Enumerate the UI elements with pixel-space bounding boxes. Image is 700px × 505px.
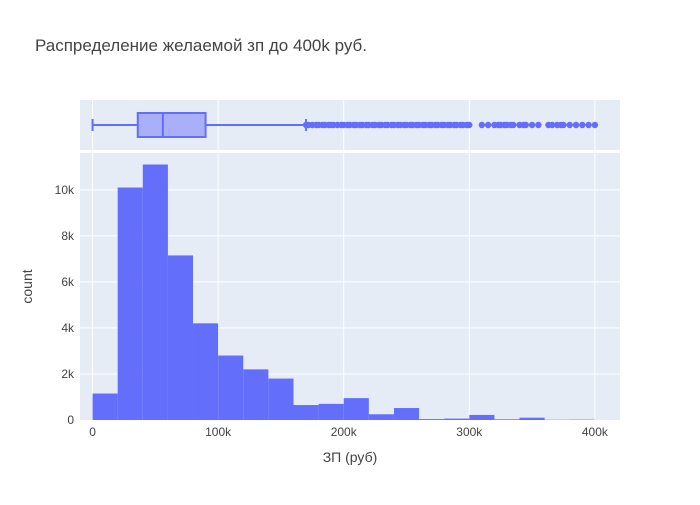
box-outlier-point bbox=[535, 122, 541, 128]
histogram-bar bbox=[394, 408, 419, 420]
y-axis-label: count bbox=[19, 269, 35, 303]
histogram-bar bbox=[494, 419, 519, 420]
histogram-bar bbox=[243, 369, 268, 420]
x-tick-label: 200k bbox=[331, 425, 358, 439]
box-iqr bbox=[138, 113, 206, 137]
histogram-bar bbox=[444, 419, 469, 420]
x-axis-label: ЗП (руб) bbox=[323, 449, 378, 465]
x-tick-label: 400k bbox=[582, 425, 609, 439]
box-outlier-point bbox=[466, 122, 472, 128]
histogram-bar bbox=[118, 188, 143, 420]
box-outlier-point bbox=[573, 122, 579, 128]
histogram-bar bbox=[93, 394, 118, 420]
histogram-bar bbox=[469, 415, 494, 420]
x-tick-label: 100k bbox=[205, 425, 232, 439]
box-outlier-point bbox=[592, 122, 598, 128]
histogram-bar bbox=[268, 379, 293, 420]
box-outlier-point bbox=[579, 122, 585, 128]
histogram-bar bbox=[369, 414, 394, 420]
histogram-bar bbox=[344, 398, 369, 420]
y-tick-label: 6k bbox=[61, 275, 75, 289]
box-outlier-point bbox=[479, 122, 485, 128]
histogram-bar bbox=[193, 323, 218, 420]
histogram-bar bbox=[293, 405, 318, 420]
box-outlier-point bbox=[560, 122, 566, 128]
y-tick-label: 0 bbox=[67, 413, 74, 427]
y-tick-label: 4k bbox=[61, 321, 75, 335]
box-outlier-point bbox=[485, 122, 491, 128]
x-tick-label: 0 bbox=[89, 425, 96, 439]
box-outlier-point bbox=[585, 122, 591, 128]
histogram-bar bbox=[520, 418, 545, 420]
box-outlier-point bbox=[523, 122, 529, 128]
box-outlier-point bbox=[529, 122, 535, 128]
histogram-bar bbox=[419, 419, 444, 420]
histogram-bar bbox=[218, 356, 243, 420]
y-tick-label: 10k bbox=[55, 183, 75, 197]
y-tick-label: 2k bbox=[61, 367, 75, 381]
x-tick-label: 300k bbox=[456, 425, 483, 439]
histogram-bar bbox=[319, 404, 344, 420]
y-tick-label: 8k bbox=[61, 229, 75, 243]
box-outlier-point bbox=[567, 122, 573, 128]
chart-title: Распределение желаемой зп до 400k руб. bbox=[35, 36, 367, 55]
box-outlier-point bbox=[510, 122, 516, 128]
histogram-bar bbox=[143, 165, 168, 420]
histogram-bar bbox=[168, 255, 193, 420]
